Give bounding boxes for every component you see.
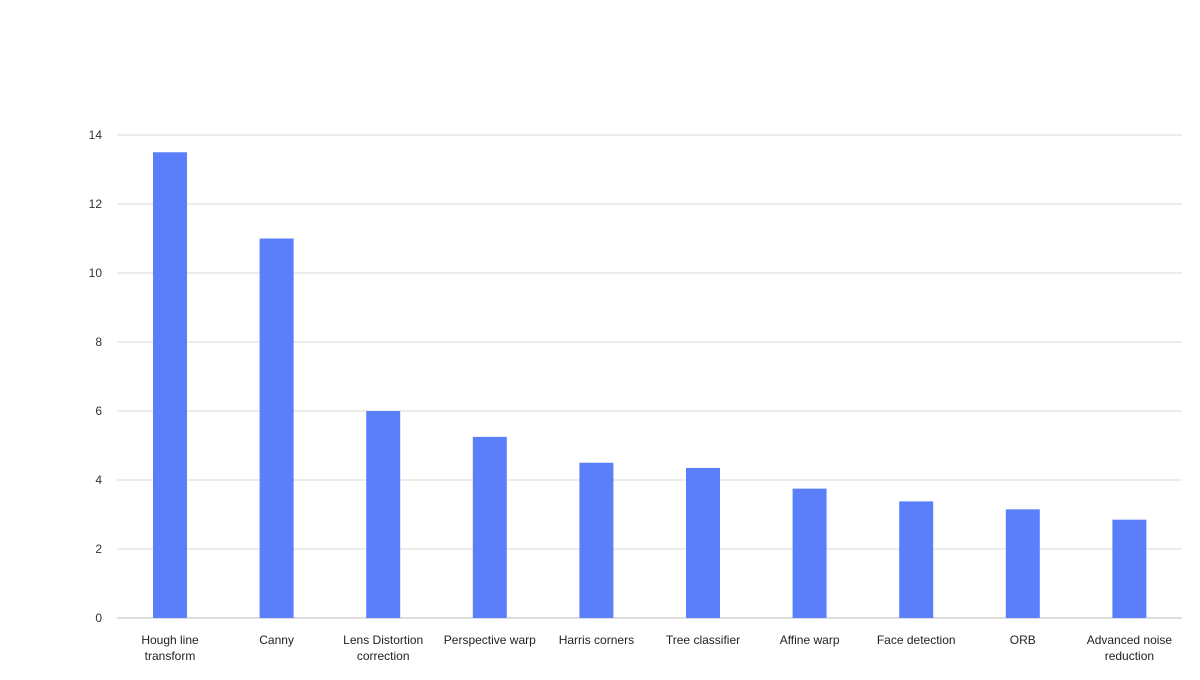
- x-tick-label: Hough line transform: [141, 633, 199, 663]
- x-tick-label: Perspective warp: [444, 633, 536, 647]
- bar: [792, 488, 827, 618]
- x-tick-label: Canny: [259, 633, 294, 647]
- x-axis-labels: Hough line transform Canny Lens Distortion c…: [141, 633, 1172, 663]
- grid-layer: [117, 134, 1182, 619]
- bar: [472, 436, 507, 618]
- y-tick-label: 6: [95, 404, 102, 418]
- y-tick-label: 4: [95, 473, 102, 487]
- bar-layer: [153, 152, 1147, 618]
- y-tick-label: 12: [89, 197, 103, 211]
- bar: [153, 152, 187, 618]
- x-tick-label: Affine warp: [780, 633, 840, 647]
- y-tick-label: 10: [89, 266, 103, 280]
- y-tick-label: 0: [95, 611, 102, 625]
- bar: [579, 462, 614, 618]
- bar: [899, 501, 934, 618]
- x-tick-label: Lens Distortion correction: [343, 633, 423, 663]
- y-tick-label: 8: [95, 335, 102, 349]
- y-tick-label: 2: [95, 542, 102, 556]
- bar: [686, 467, 720, 618]
- x-tick-label: ORB: [1010, 633, 1036, 647]
- y-tick-label: 14: [89, 128, 103, 142]
- bar: [259, 238, 294, 618]
- bar: [1112, 519, 1147, 618]
- x-tick-label: Tree classifier: [666, 633, 740, 647]
- x-tick-label: Harris corners: [559, 633, 634, 647]
- bar: [366, 411, 401, 618]
- x-tick-label: Face detection: [877, 633, 956, 647]
- x-tick-label: Advanced noise reduction: [1087, 633, 1173, 663]
- y-axis-ticks: 0 2 4 6 8 10 12 14: [89, 128, 103, 625]
- bar: [1005, 509, 1040, 618]
